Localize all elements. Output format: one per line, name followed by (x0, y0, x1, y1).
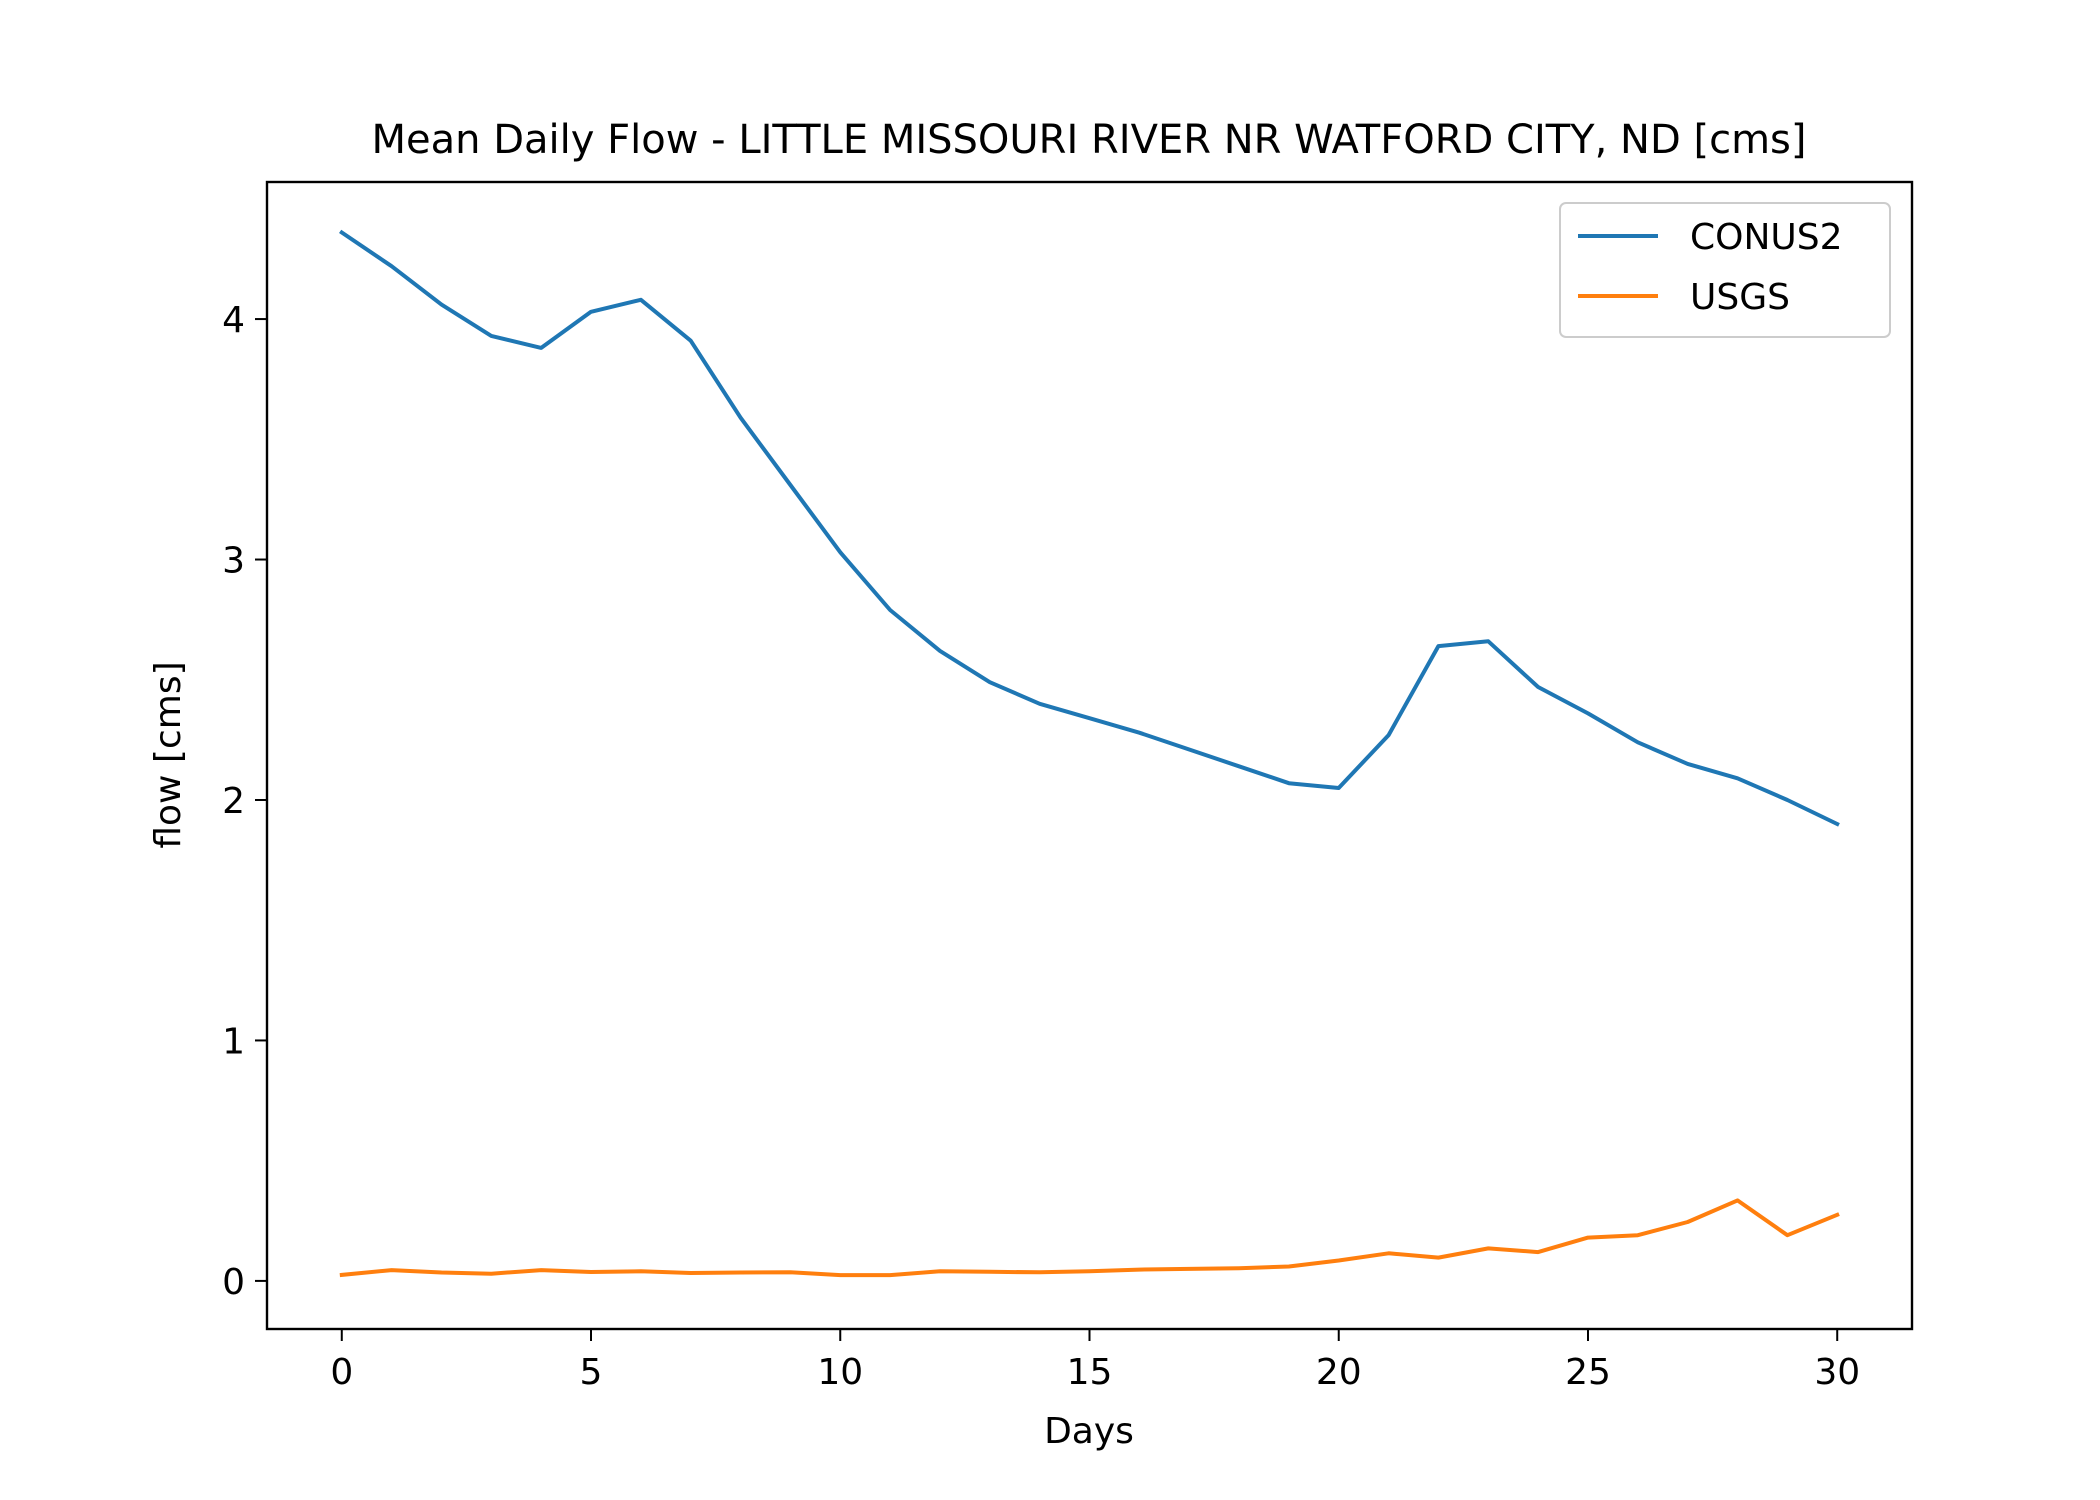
x-tick-label: 30 (1814, 1352, 1860, 1393)
x-tick-label: 10 (817, 1352, 863, 1393)
y-tick-label: 3 (222, 541, 245, 582)
y-tick-label: 0 (222, 1262, 245, 1303)
x-tick-label: 20 (1316, 1352, 1362, 1393)
legend-label-usgs: USGS (1690, 277, 1790, 318)
x-tick-label: 5 (580, 1352, 603, 1393)
y-tick-label: 4 (222, 300, 245, 341)
series-line-conus2 (339, 229, 1840, 827)
x-tick-label: 25 (1565, 1352, 1611, 1393)
x-axis-label: Days (1044, 1411, 1134, 1452)
legend-label-conus2: CONUS2 (1690, 217, 1843, 258)
y-axis-label: flow [cms] (148, 661, 189, 848)
chart-title: Mean Daily Flow - LITTLE MISSOURI RIVER … (372, 117, 1807, 163)
series-layer (339, 229, 1840, 1278)
x-tick-label: 0 (330, 1352, 353, 1393)
x-tick-label: 15 (1067, 1352, 1113, 1393)
y-axis-ticks: 0 1 2 3 4 (222, 300, 267, 1303)
y-tick-label: 2 (222, 781, 245, 822)
legend: CONUS2 USGS (1559, 202, 1891, 338)
x-axis-ticks: 0 5 10 15 20 25 30 (330, 1329, 1860, 1393)
series-line-usgs (339, 1198, 1840, 1278)
y-tick-label: 1 (222, 1021, 245, 1062)
